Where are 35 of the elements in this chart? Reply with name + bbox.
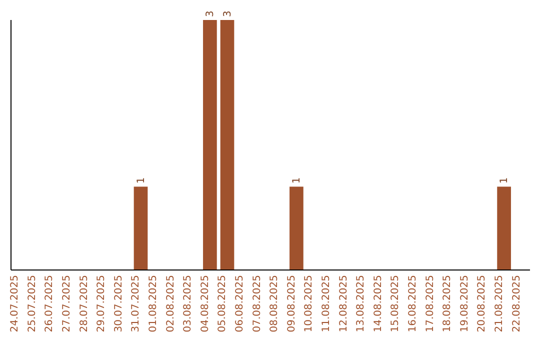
x-tick-label: 29.07.2025 bbox=[96, 275, 108, 332]
x-tick-label: 27.07.2025 bbox=[61, 275, 72, 332]
data-label: 1 bbox=[499, 177, 510, 184]
x-tick-label: 01.08.2025 bbox=[148, 275, 159, 332]
x-tick-label: 03.08.2025 bbox=[182, 275, 194, 332]
data-label: 1 bbox=[291, 177, 302, 184]
x-tick-label: 08.08.2025 bbox=[269, 275, 280, 332]
x-tick-label: 15.08.2025 bbox=[390, 275, 402, 332]
x-tick-label: 06.08.2025 bbox=[234, 275, 246, 332]
x-tick-label: 28.07.2025 bbox=[78, 275, 90, 332]
x-tick-label: 19.08.2025 bbox=[459, 275, 470, 332]
x-tick-label: 11.08.2025 bbox=[320, 275, 332, 332]
x-tick-label: 05.08.2025 bbox=[217, 275, 228, 332]
x-tick-label: 18.08.2025 bbox=[442, 275, 454, 332]
x-tick-label: 26.07.2025 bbox=[44, 275, 56, 332]
x-tick-label: 20.08.2025 bbox=[476, 275, 488, 332]
x-tick-label: 07.08.2025 bbox=[252, 275, 263, 332]
x-tick-label: 10.08.2025 bbox=[304, 275, 315, 332]
x-tick-label: 16.08.2025 bbox=[407, 275, 418, 332]
x-tick-label: 12.08.2025 bbox=[338, 275, 350, 332]
x-tick-label: 13.08.2025 bbox=[356, 275, 367, 332]
x-tick-label: 17.08.2025 bbox=[424, 275, 436, 332]
data-label: 1 bbox=[136, 177, 147, 184]
x-tick-label: 25.07.2025 bbox=[26, 275, 38, 332]
data-label: 3 bbox=[222, 10, 234, 17]
data-label: 3 bbox=[204, 10, 216, 17]
x-tick-label: 14.08.2025 bbox=[372, 275, 384, 332]
x-tick-label: 22.08.2025 bbox=[511, 275, 522, 332]
x-tick-label: 30.07.2025 bbox=[113, 275, 124, 332]
x-tick-label: 04.08.2025 bbox=[200, 275, 211, 332]
x-tick-label: 02.08.2025 bbox=[165, 275, 176, 332]
x-tick-label: 21.08.2025 bbox=[494, 275, 505, 332]
x-tick-label: 09.08.2025 bbox=[286, 275, 298, 332]
x-tick-label: 31.07.2025 bbox=[130, 275, 142, 332]
x-tick-label: 24.07.2025 bbox=[10, 275, 21, 332]
